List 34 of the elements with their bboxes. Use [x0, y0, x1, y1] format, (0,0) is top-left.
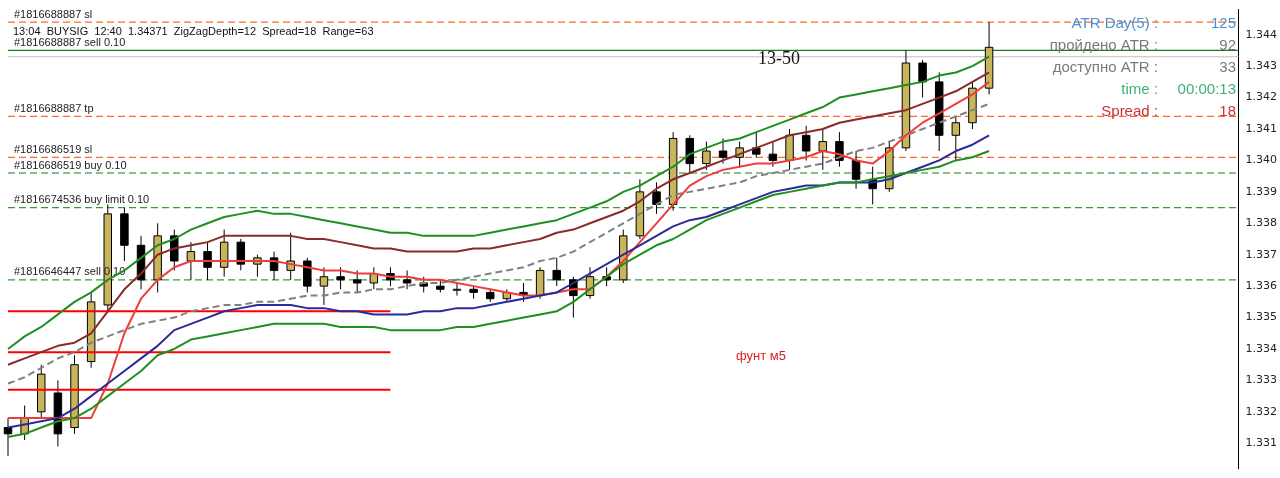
- ref-line-label: #1816688887 tp: [14, 101, 94, 114]
- annotation: 13:04 BUYSIG 12:40 1.34371 ZigZagDepth=12 Spread=18 Range=63: [13, 24, 374, 37]
- y-tick-label: 1.335: [1245, 310, 1278, 324]
- ref-line-label: #1816688887 sell 0.10: [14, 35, 126, 48]
- annotation: 92: [1219, 35, 1236, 53]
- candlestick: [652, 181, 661, 215]
- y-tick-label: 1.339: [1245, 184, 1278, 198]
- y-tick-label: 1.341: [1245, 121, 1278, 135]
- annotation: фунт м5: [736, 348, 786, 364]
- candlestick: [203, 241, 212, 281]
- annotation: 18: [1219, 101, 1236, 119]
- y-tick-label: 1.331: [1245, 436, 1278, 450]
- y-tick-label: 1.336: [1245, 279, 1278, 292]
- ref-line-label: #1816686519 sl: [14, 142, 93, 155]
- y-tick-label: 1.342: [1245, 90, 1278, 104]
- annotation: 13-50: [758, 48, 800, 69]
- annotation: time :: [1121, 79, 1158, 97]
- annotation: пройдено ATR :: [1049, 35, 1158, 53]
- annotation: Spread :: [1101, 101, 1158, 119]
- y-tick-label: 1.332: [1245, 404, 1278, 418]
- y-tick-label: 1.337: [1245, 247, 1278, 261]
- annotation: доступно ATR :: [1052, 57, 1158, 75]
- annotation: 00:00:13: [1177, 79, 1236, 97]
- annotation: 33: [1219, 57, 1236, 75]
- y-tick-label: 1.338: [1245, 216, 1278, 230]
- y-tick-label: 1.334: [1245, 341, 1278, 355]
- ref-line-label: #1816686519 buy 0.10: [14, 158, 127, 171]
- line-series: [7, 102, 991, 385]
- y-tick-label: 1.343: [1245, 59, 1278, 73]
- y-tick-label: 1.333: [1245, 373, 1278, 387]
- ref-line-label: #1816688887 sl: [14, 7, 93, 20]
- ref-line-label: #1816674536 buy limit 0.10: [14, 193, 150, 206]
- y-tick-label: 1.344: [1245, 27, 1278, 41]
- y-tick-label: 1.340: [1245, 153, 1278, 167]
